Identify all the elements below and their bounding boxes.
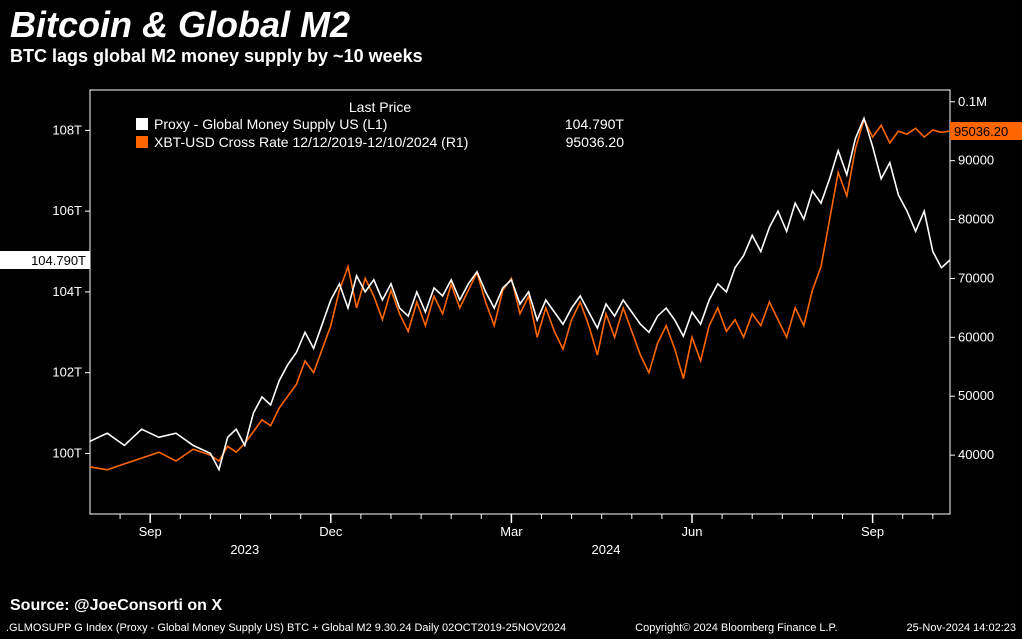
source-attribution: Source: @JoeConsorti on X bbox=[10, 597, 222, 615]
svg-text:Sep: Sep bbox=[139, 524, 162, 539]
svg-text:108T: 108T bbox=[52, 122, 82, 137]
svg-text:95036.20: 95036.20 bbox=[954, 124, 1008, 139]
svg-text:90000: 90000 bbox=[958, 153, 994, 168]
svg-text:Proxy - Global Money Supply US: Proxy - Global Money Supply US (L1) bbox=[154, 116, 387, 132]
chart-title: Bitcoin & Global M2 bbox=[0, 0, 1022, 46]
svg-text:Last Price: Last Price bbox=[349, 99, 411, 115]
svg-text:0.1M: 0.1M bbox=[958, 94, 987, 109]
svg-text:106T: 106T bbox=[52, 203, 82, 218]
svg-text:80000: 80000 bbox=[958, 212, 994, 227]
svg-text:95036.20: 95036.20 bbox=[566, 134, 625, 150]
legend-marker-1 bbox=[136, 118, 148, 130]
svg-text:102T: 102T bbox=[52, 365, 82, 380]
footer-right: 25-Nov-2024 14:02:23 bbox=[907, 622, 1016, 636]
footer-bar: .GLMOSUPP G Index (Proxy - Global Money … bbox=[0, 619, 1022, 639]
svg-text:104T: 104T bbox=[52, 284, 82, 299]
svg-text:50000: 50000 bbox=[958, 388, 994, 403]
svg-text:XBT-USD Cross Rate 12/12/2019-: XBT-USD Cross Rate 12/12/2019-12/10/2024… bbox=[154, 134, 468, 150]
svg-text:Mar: Mar bbox=[500, 524, 523, 539]
legend-marker-2 bbox=[136, 136, 148, 148]
footer-left: .GLMOSUPP G Index (Proxy - Global Money … bbox=[6, 622, 566, 636]
chart-area: 100T 102T 104T 106T 108T 40000 50000 60000 70000… bbox=[0, 76, 1022, 574]
chart-subtitle: BTC lags global M2 money supply by ~10 w… bbox=[0, 46, 1022, 71]
svg-text:104.790T: 104.790T bbox=[565, 116, 625, 132]
series-2-line bbox=[90, 119, 950, 469]
svg-text:40000: 40000 bbox=[958, 447, 994, 462]
svg-text:100T: 100T bbox=[52, 445, 82, 460]
chart-container: Bitcoin & Global M2 BTC lags global M2 m… bbox=[0, 0, 1022, 639]
svg-text:Sep: Sep bbox=[861, 524, 884, 539]
svg-text:60000: 60000 bbox=[958, 329, 994, 344]
svg-text:Jun: Jun bbox=[682, 524, 703, 539]
chart-svg: 100T 102T 104T 106T 108T 40000 50000 60000 70000… bbox=[0, 76, 1022, 574]
svg-text:70000: 70000 bbox=[958, 270, 994, 285]
series-1-line bbox=[90, 118, 950, 469]
svg-text:2024: 2024 bbox=[592, 542, 621, 557]
svg-text:Dec: Dec bbox=[319, 524, 343, 539]
svg-text:104.790T: 104.790T bbox=[31, 253, 86, 268]
footer-center: Copyright© 2024 Bloomberg Finance L.P. bbox=[635, 622, 837, 636]
svg-text:2023: 2023 bbox=[230, 542, 259, 557]
